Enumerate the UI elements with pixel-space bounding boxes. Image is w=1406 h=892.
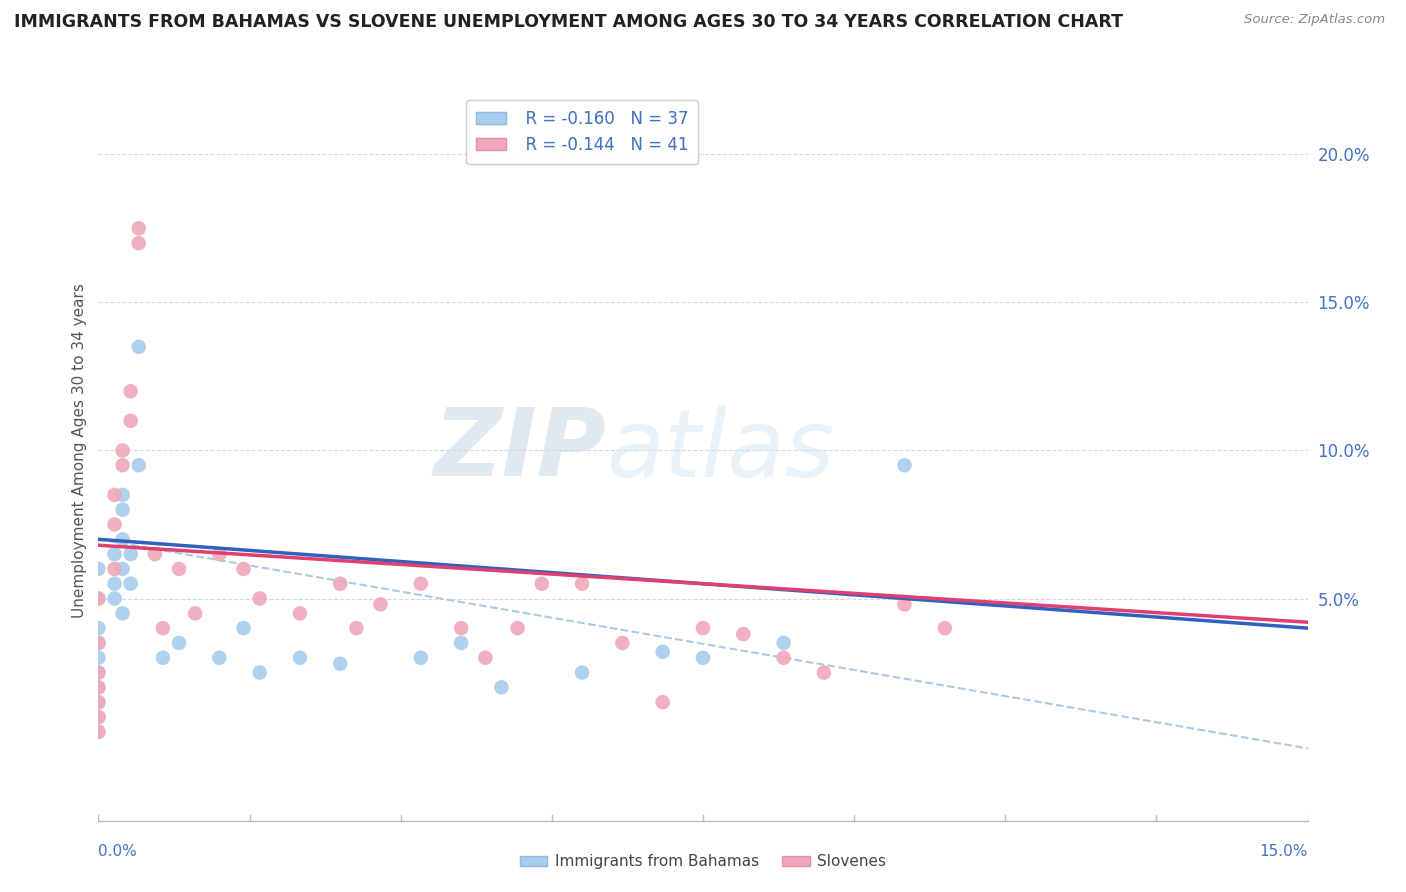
Text: IMMIGRANTS FROM BAHAMAS VS SLOVENE UNEMPLOYMENT AMONG AGES 30 TO 34 YEARS CORREL: IMMIGRANTS FROM BAHAMAS VS SLOVENE UNEMP… [14, 13, 1123, 31]
Point [232, 562, 254, 576]
Text: Source: ZipAtlas.com: Source: ZipAtlas.com [1244, 13, 1385, 27]
Point [530, 576, 553, 591]
Point [111, 443, 134, 458]
Point [184, 607, 207, 621]
Text: atlas: atlas [606, 405, 835, 496]
Point [128, 236, 150, 251]
Point [409, 576, 432, 591]
Point [87, 710, 110, 724]
Point [506, 621, 529, 635]
Point [152, 650, 174, 665]
Point [87, 562, 110, 576]
Point [120, 547, 142, 561]
Point [813, 665, 835, 680]
Point [651, 645, 673, 659]
Point [167, 636, 190, 650]
Point [103, 517, 125, 532]
Point [128, 458, 150, 473]
Point [288, 650, 311, 665]
Point [474, 650, 496, 665]
Point [87, 636, 110, 650]
Point [111, 458, 134, 473]
Point [103, 591, 125, 606]
Point [152, 621, 174, 635]
Point [103, 547, 125, 561]
Legend: Immigrants from Bahamas, Slovenes: Immigrants from Bahamas, Slovenes [513, 848, 893, 875]
Point [87, 665, 110, 680]
Point [450, 636, 472, 650]
Point [111, 607, 134, 621]
Point [87, 591, 110, 606]
Point [87, 724, 110, 739]
Point [893, 598, 915, 612]
Text: 15.0%: 15.0% [1260, 845, 1308, 859]
Point [87, 695, 110, 709]
Point [249, 591, 271, 606]
Point [120, 576, 142, 591]
Point [571, 665, 593, 680]
Point [288, 607, 311, 621]
Point [111, 562, 134, 576]
Point [344, 621, 367, 635]
Point [87, 681, 110, 695]
Point [491, 681, 513, 695]
Point [208, 547, 231, 561]
Text: 0.0%: 0.0% [98, 845, 138, 859]
Point [111, 488, 134, 502]
Point [651, 695, 673, 709]
Point [249, 665, 271, 680]
Y-axis label: Unemployment Among Ages 30 to 34 years: Unemployment Among Ages 30 to 34 years [72, 283, 87, 618]
Point [128, 340, 150, 354]
Point [87, 681, 110, 695]
Point [111, 502, 134, 516]
Point [87, 724, 110, 739]
Point [612, 636, 634, 650]
Point [409, 650, 432, 665]
Point [772, 650, 794, 665]
Text: ZIP: ZIP [433, 404, 606, 497]
Point [167, 562, 190, 576]
Point [103, 488, 125, 502]
Point [733, 627, 755, 641]
Point [692, 621, 714, 635]
Point [103, 562, 125, 576]
Point [329, 576, 352, 591]
Point [934, 621, 956, 635]
Point [571, 576, 593, 591]
Point [692, 650, 714, 665]
Point [772, 636, 794, 650]
Point [329, 657, 352, 671]
Point [87, 621, 110, 635]
Legend:   R = -0.160   N = 37,   R = -0.144   N = 41: R = -0.160 N = 37, R = -0.144 N = 41 [467, 100, 697, 164]
Point [370, 598, 392, 612]
Point [143, 547, 166, 561]
Point [893, 458, 915, 473]
Point [120, 384, 142, 399]
Point [87, 710, 110, 724]
Point [120, 414, 142, 428]
Point [87, 650, 110, 665]
Point [87, 665, 110, 680]
Point [208, 650, 231, 665]
Point [87, 695, 110, 709]
Point [111, 533, 134, 547]
Point [87, 591, 110, 606]
Point [128, 221, 150, 235]
Point [232, 621, 254, 635]
Point [103, 576, 125, 591]
Point [87, 636, 110, 650]
Point [450, 621, 472, 635]
